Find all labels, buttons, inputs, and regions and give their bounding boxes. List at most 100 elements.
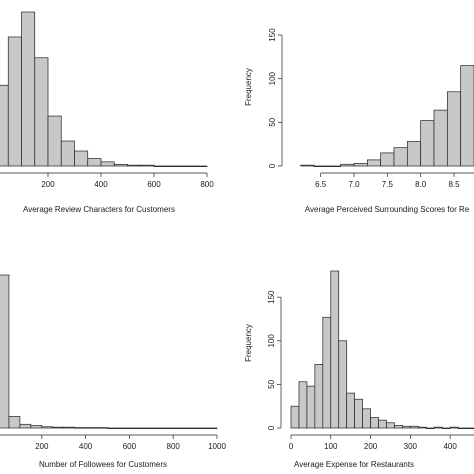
x-tick-label-review-characters-0: 200 [41,180,55,189]
bar-review-characters-13 [166,165,181,167]
y-axis-expense: 0 50 100 150 [267,290,282,430]
bar-followees-5 [52,426,65,429]
bar-expense-22 [465,427,474,429]
bar-surrounding-scores-9 [420,120,435,167]
bar-followees-7 [74,427,86,429]
bar-surrounding-scores-0 [300,164,315,167]
x-tick-label-surrounding-scores-3: 8.0 [415,180,427,189]
panel-surrounding-scores: 6.5 7.0 7.5 8.0 8.5 0 50 100 150 Average Percei… [244,28,474,214]
bar-review-characters-8 [100,161,115,167]
bar-expense-5 [330,270,340,429]
x-axis-label-expense: Average Expense for Restaurants [294,460,414,469]
bar-expense-18 [433,426,443,429]
bar-expense-14 [402,425,411,429]
x-tick-label-review-characters-3: 800 [200,180,214,189]
bar-expense-2 [306,385,316,429]
bar-followees-4 [41,426,54,429]
bar-followees-15 [161,427,174,429]
bar-surrounding-scores-4 [353,163,368,167]
bar-surrounding-scores-5 [366,159,382,167]
bar-followees-2 [19,423,32,429]
bar-expense-19 [441,427,451,429]
x-tick-label-expense-2: 200 [364,442,378,451]
bar-expense-8 [354,398,363,429]
x-axis-label-surrounding-scores: Average Perceived Surrounding Scores for… [305,205,470,214]
bar-followees-13 [140,427,152,429]
bars-followees [0,274,218,429]
bar-expense-6 [338,340,348,429]
bar-surrounding-scores-7 [393,147,408,167]
x-tick-label-followees-2: 600 [123,442,137,451]
bar-surrounding-scores-1 [313,165,328,167]
bar-followees-17 [183,427,196,429]
bar-followees-18 [194,427,207,429]
bar-review-characters-10 [127,164,142,167]
bar-review-characters-15 [193,165,208,167]
y-tick-label-surrounding-scores-1: 50 [268,117,277,126]
bars-surrounding-scores [300,65,474,167]
bar-expense-12 [386,422,395,429]
bar-surrounding-scores-12 [460,65,474,167]
x-axis-label-review-characters: Average Review Characters for Customers [23,205,175,214]
bar-review-characters-6 [74,150,89,167]
x-axis-review-characters: 200 400 600 800 [0,172,214,189]
bar-followees-1 [8,416,21,429]
x-tick-label-followees-0: 200 [35,442,49,451]
bar-surrounding-scores-2 [326,165,342,167]
bar-expense-21 [457,427,467,429]
bar-followees-6 [63,426,76,429]
bar-followees-16 [172,427,185,429]
panel-review-characters: 200 400 600 800 Average Review Characters f… [0,11,214,214]
bar-expense-10 [370,417,379,429]
bar-review-characters-7 [87,158,102,167]
bar-followees-9 [96,427,108,429]
bar-expense-4 [322,316,332,429]
x-tick-label-expense-4: 400 [443,442,457,451]
bar-followees-14 [150,427,163,429]
y-tick-label-expense-1: 50 [267,379,276,388]
bar-followees-8 [85,427,97,429]
x-tick-label-surrounding-scores-1: 7.0 [348,180,360,189]
bar-followees-3 [30,425,43,429]
bar-followees-19 [205,427,218,429]
bar-review-characters-0 [0,84,9,167]
bar-surrounding-scores-11 [446,91,462,167]
bar-followees-0 [0,274,10,429]
bar-expense-1 [298,381,308,429]
bar-surrounding-scores-6 [380,152,395,167]
bar-review-characters-9 [113,163,128,167]
bar-surrounding-scores-3 [340,163,355,167]
bar-followees-10 [107,427,119,429]
x-tick-label-followees-1: 400 [79,442,93,451]
bar-surrounding-scores-8 [406,141,422,167]
y-tick-label-surrounding-scores-0: 0 [268,163,277,168]
y-tick-label-expense-3: 150 [267,290,276,304]
panel-followees: 200 400 600 800 1000 Number of Followees for… [0,274,226,469]
x-tick-label-surrounding-scores-2: 7.5 [382,180,394,189]
bar-review-characters-5 [60,140,75,167]
x-axis-followees: 200 400 600 800 1000 [0,434,226,451]
y-tick-label-surrounding-scores-2: 100 [268,71,277,85]
x-tick-label-followees-4: 1000 [208,442,226,451]
x-axis-label-followees: Number of Followees for Customers [39,460,167,469]
bar-expense-17 [425,427,435,429]
bar-expense-13 [394,425,403,429]
bar-expense-16 [417,426,427,429]
bar-review-characters-11 [140,164,155,167]
bar-expense-20 [449,426,459,429]
bar-review-characters-4 [47,115,62,167]
bar-expense-0 [290,405,300,429]
x-tick-label-expense-0: 0 [289,442,294,451]
y-tick-label-expense-0: 0 [267,425,276,430]
x-tick-label-expense-1: 100 [324,442,338,451]
bars-review-characters [0,11,208,167]
y-axis-label-expense: Frequency [244,324,253,362]
x-tick-label-surrounding-scores-4: 8.5 [448,180,460,189]
x-tick-label-followees-3: 800 [167,442,181,451]
bar-followees-12 [129,427,141,429]
panel-expense: 0 100 200 300 400 0 50 100 150 Average Expense … [244,270,474,469]
bar-expense-9 [362,408,371,429]
x-tick-label-expense-3: 300 [404,442,418,451]
bar-review-characters-1 [7,36,22,167]
